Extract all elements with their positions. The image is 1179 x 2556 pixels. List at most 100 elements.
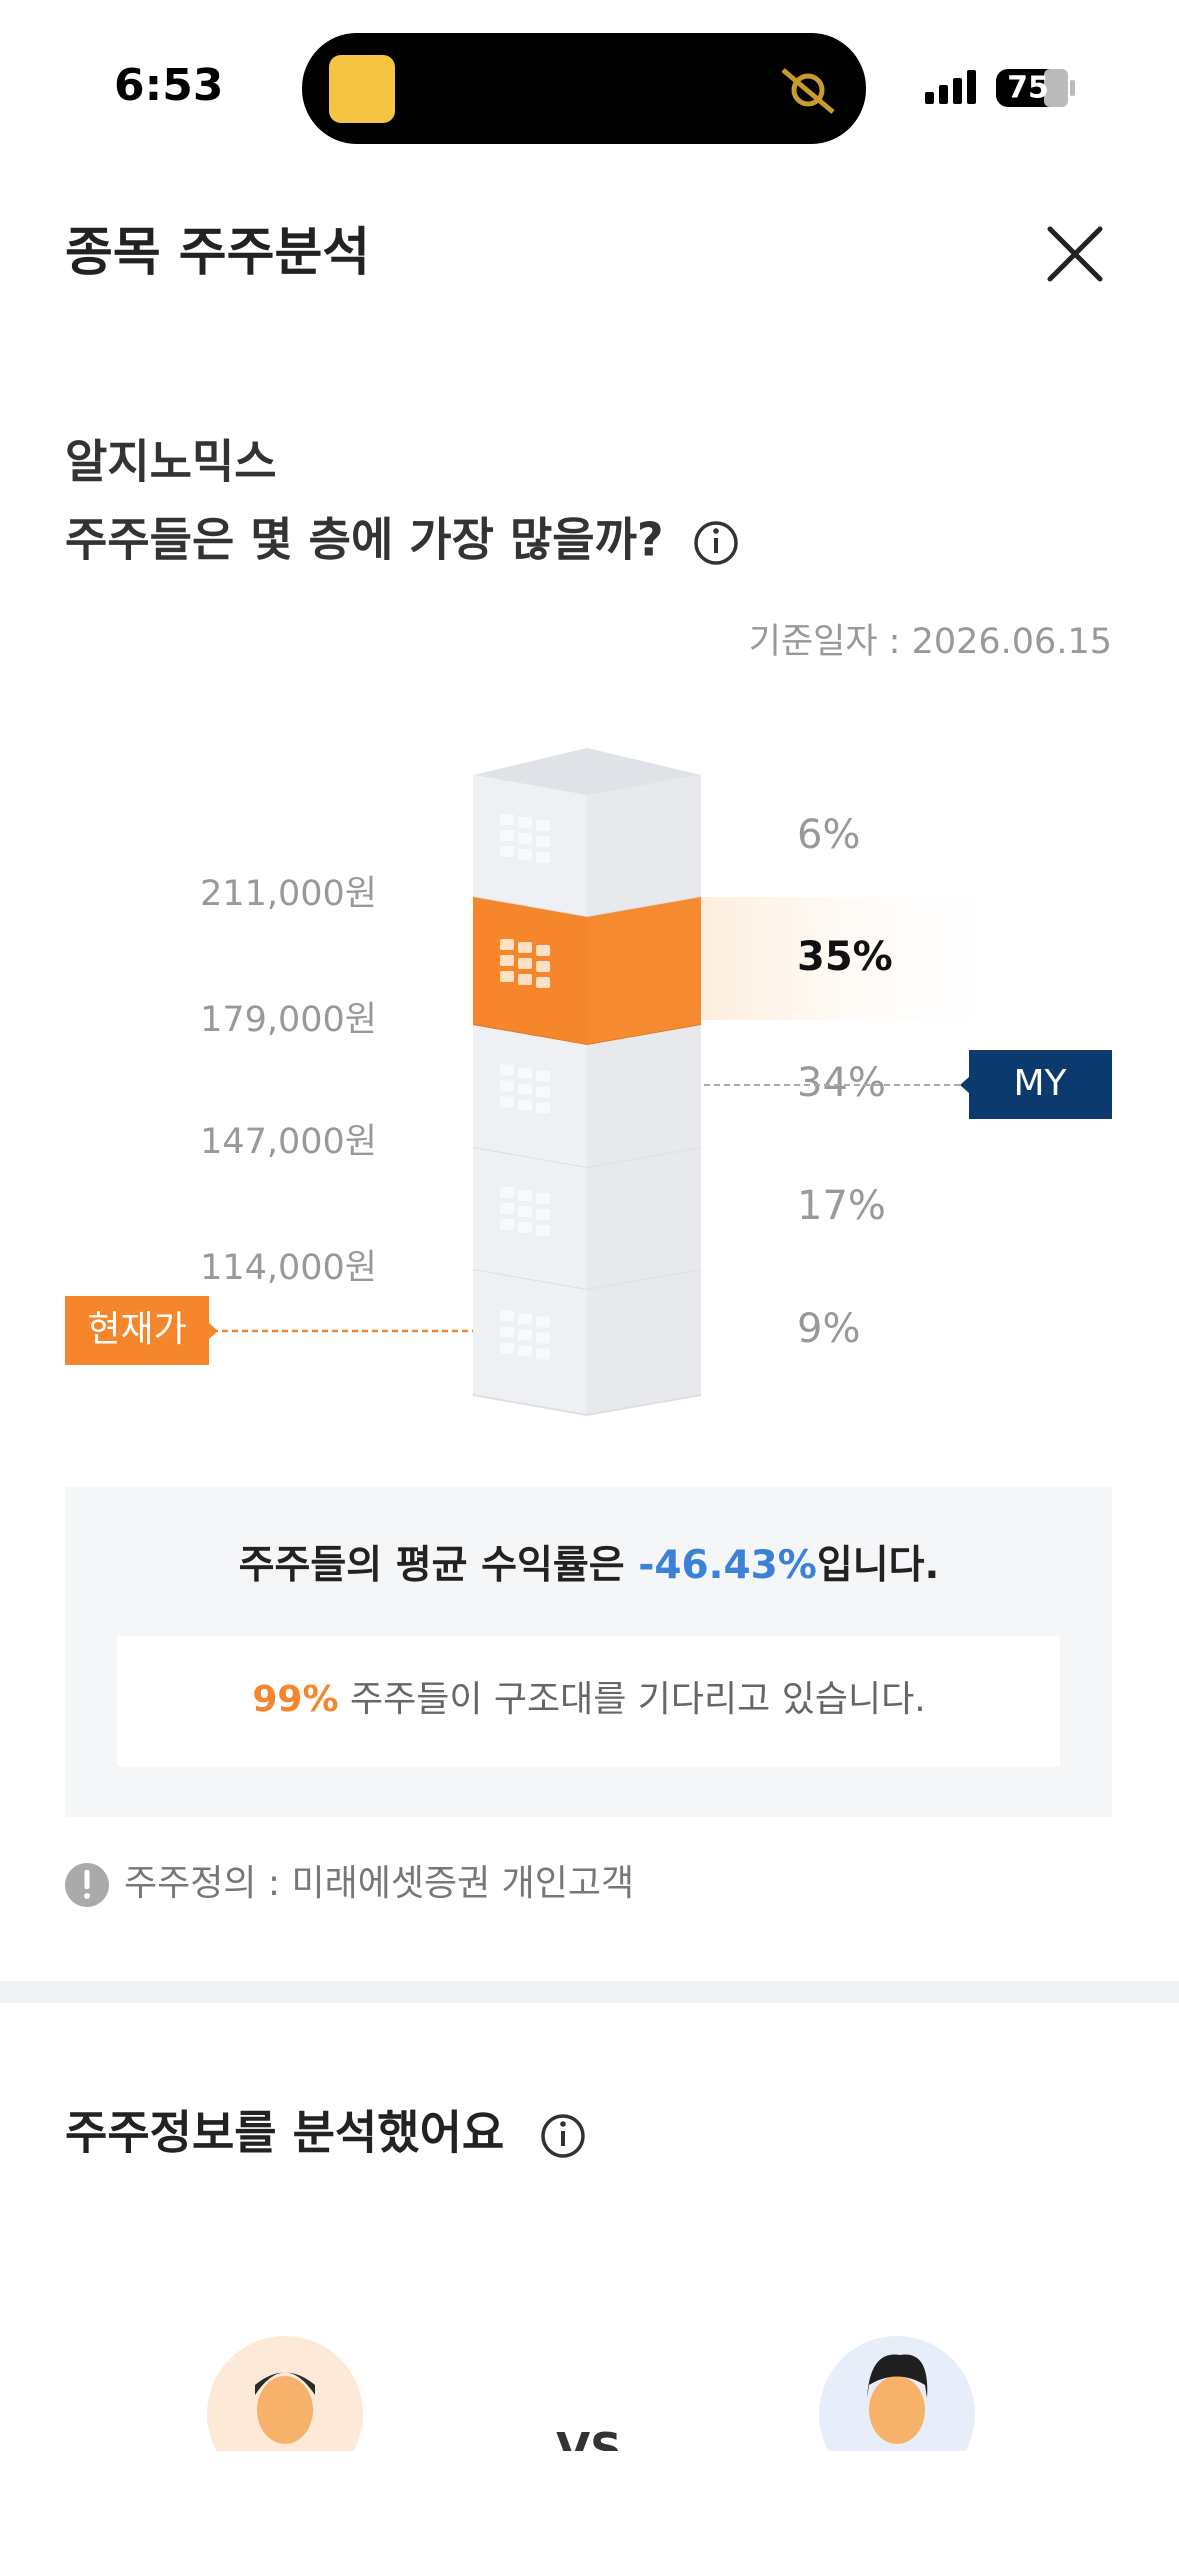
floor-left (473, 897, 587, 1045)
section-info-icon[interactable] (541, 2114, 585, 2158)
window (500, 1310, 514, 1322)
window (500, 814, 514, 825)
window (536, 1193, 550, 1204)
waiting-line: 99% 주주들이 구조대를 기다리고 있습니다. (252, 1679, 925, 1720)
close-button[interactable] (1047, 226, 1103, 282)
window (518, 1083, 532, 1095)
price-level: 114,000원 (200, 1248, 377, 1288)
window (500, 1187, 514, 1198)
avatars: VS (207, 2336, 975, 2475)
window (500, 1203, 514, 1214)
window (518, 1190, 532, 1201)
window (536, 1332, 550, 1344)
window (500, 955, 514, 966)
battery-empty (1044, 69, 1068, 107)
window (536, 1348, 550, 1360)
floor-share: 17% (797, 1183, 886, 1229)
window (518, 1067, 532, 1079)
note-icon-dot (84, 1893, 90, 1899)
page-title: 종목 주주분석 (65, 223, 370, 283)
waiting-value: 99% (252, 1679, 338, 1720)
base-date: 기준일자 : 2026.06.15 (749, 622, 1112, 662)
window (518, 958, 532, 969)
floor-left (473, 1148, 587, 1290)
floor-left (473, 775, 587, 917)
floor-right (587, 1025, 701, 1168)
floor-edge (586, 1394, 702, 1416)
mute-icon (781, 68, 835, 114)
price-level: 211,000원 (200, 874, 377, 914)
my-tag (960, 1050, 1112, 1119)
dynamic-island (302, 33, 866, 144)
floor-right (587, 1270, 701, 1415)
question: 주주들은 몇 층에 가장 많을까? (65, 513, 664, 567)
battery-tip (1070, 80, 1075, 96)
window (518, 1329, 532, 1341)
floor-right (587, 775, 701, 917)
window (536, 1225, 550, 1236)
divider (0, 1981, 1179, 2003)
window (518, 1345, 532, 1357)
signal-icon (925, 70, 976, 104)
window (536, 945, 550, 956)
text: 주주들의 평균 수익률은 (239, 1543, 639, 1588)
window (536, 977, 550, 988)
window (518, 849, 532, 860)
floor-share: 6% (797, 812, 860, 858)
window (500, 1326, 514, 1338)
info-icon[interactable] (694, 521, 738, 565)
avatar-hair (867, 2354, 928, 2398)
text: 주주들이 구조대를 기다리고 있습니다. (339, 1679, 926, 1720)
note-icon-mark (84, 1870, 90, 1889)
window (518, 817, 532, 828)
window (518, 1313, 532, 1325)
window (500, 1080, 514, 1092)
price-level: 179,000원 (200, 1000, 377, 1040)
floor-left (473, 1270, 587, 1415)
window (536, 1102, 550, 1114)
floor-right (587, 897, 701, 1045)
status-time: 6:53 (114, 60, 223, 111)
avatar-face (869, 2376, 925, 2444)
floor-share: 34% (797, 1060, 886, 1106)
window (500, 1219, 514, 1230)
window (536, 1209, 550, 1220)
average-return: 주주들의 평균 수익률은 -46.43%입니다. (239, 1543, 940, 1588)
floor-share: 9% (797, 1306, 860, 1352)
window (536, 1316, 550, 1328)
window (518, 1206, 532, 1217)
floor-right (587, 1148, 701, 1290)
window (500, 830, 514, 841)
window (500, 939, 514, 950)
app-icon (329, 55, 395, 123)
building (472, 775, 702, 1416)
window (536, 836, 550, 847)
text: 입니다. (817, 1543, 939, 1588)
window (536, 852, 550, 863)
floor-left (473, 1025, 587, 1168)
window (536, 820, 550, 831)
current-price-tag (65, 1296, 218, 1365)
window (518, 974, 532, 985)
window (500, 846, 514, 857)
window (536, 1086, 550, 1098)
window (500, 1064, 514, 1076)
window (500, 1342, 514, 1354)
avatar-hair (255, 2372, 315, 2395)
avatar-face (257, 2376, 313, 2444)
battery-level: 75 (1007, 71, 1049, 106)
window (536, 1070, 550, 1082)
stock-name: 알지노믹스 (65, 435, 277, 489)
price-level: 147,000원 (200, 1122, 377, 1162)
vs-label: VS (556, 2424, 622, 2475)
window (518, 1099, 532, 1111)
section-title: 주주정보를 분석했어요 (65, 2106, 504, 2160)
my-tag-label: MY (1013, 1063, 1067, 1104)
building-roof (473, 748, 701, 795)
waiting-box (117, 1636, 1060, 1766)
return-value: -46.43% (638, 1543, 817, 1588)
window (500, 971, 514, 982)
note: 주주정의 : 미래에셋증권 개인고객 (124, 1863, 634, 1904)
